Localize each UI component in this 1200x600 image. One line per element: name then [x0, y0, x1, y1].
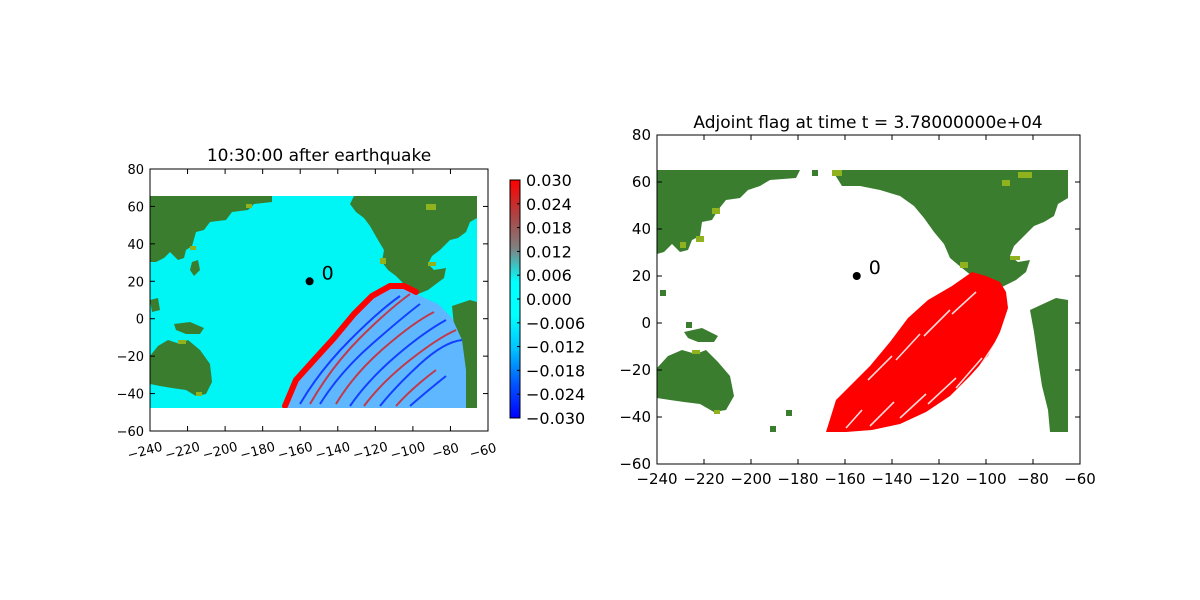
right-y-tick-label: −40	[619, 408, 651, 426]
left-wave-field	[284, 284, 466, 408]
left-y-tick-label: −60	[117, 425, 144, 440]
right-y-tick-label: −60	[619, 455, 651, 473]
right-x-tick-label: −240	[636, 470, 677, 488]
left-shoreline	[178, 204, 436, 396]
right-x-tick-label: −120	[918, 470, 959, 488]
right-y-ticks: 80 60 40 20 0 −20 −40 −60	[619, 126, 1080, 473]
left-no-data-top	[150, 169, 488, 196]
left-y-tick-label: 80	[127, 163, 144, 178]
left-plot-frame	[149, 168, 489, 432]
left-y-tick-label: 40	[127, 238, 144, 253]
right-plot-map	[657, 170, 1068, 432]
left-no-data-bottom	[150, 408, 488, 431]
left-x-tick-label: −240	[126, 440, 164, 464]
right-x-ticks: −240 −220 −200 −180 −160 −140 −120 −100 −80 −60	[636, 135, 1096, 488]
left-marker: 0	[305, 262, 334, 286]
left-land-south-america	[452, 300, 477, 408]
right-x-tick-label: −160	[824, 470, 865, 488]
colorbar-tick-label: 0.000	[526, 290, 572, 309]
colorbar-tick-label: 0.024	[526, 195, 572, 214]
left-land-japan	[190, 260, 200, 276]
right-y-tick-label: −20	[619, 361, 651, 379]
right-land-north-america	[832, 170, 1068, 292]
left-marker-dot	[305, 277, 314, 286]
left-marker-label: 0	[322, 262, 334, 284]
left-x-tick-label: −180	[239, 440, 277, 464]
right-flag-region	[826, 272, 1008, 432]
right-marker: 0	[852, 257, 881, 280]
right-plot-frame	[656, 134, 1081, 465]
right-shoreline	[680, 170, 1032, 414]
left-x-tick-label: −160	[276, 440, 314, 464]
right-x-tick-label: −180	[777, 470, 818, 488]
right-y-tick-label: 20	[632, 267, 651, 285]
colorbar-tick-label: 0.006	[526, 266, 572, 285]
left-wave-texture-red	[309, 293, 457, 407]
right-x-tick-label: −200	[730, 470, 771, 488]
left-land-indonesia	[150, 298, 160, 312]
left-plot-title: 10:30:00 after earthquake	[207, 146, 431, 166]
right-land-new-guinea	[684, 328, 718, 342]
right-x-tick-label: −80	[1017, 470, 1049, 488]
left-x-tick-label: −100	[389, 440, 427, 464]
left-y-tick-label: −20	[117, 350, 144, 365]
colorbar-tick-label: −0.018	[526, 361, 585, 380]
left-wave-texture-blue	[299, 295, 463, 407]
right-y-tick-label: 80	[632, 126, 651, 144]
right-land-south-america	[1030, 298, 1068, 432]
right-x-tick-label: −140	[871, 470, 912, 488]
right-land-australia	[657, 350, 734, 412]
colorbar-tick-label: −0.012	[526, 338, 585, 357]
left-y-tick-label: 20	[127, 275, 144, 290]
left-plot-map	[150, 169, 488, 431]
left-y-tick-label: 0	[136, 313, 144, 328]
colorbar-ticks: 0.030 0.024 0.018 0.012 0.006 0.000 −0.006 −0.0…	[517, 171, 585, 428]
colorbar: 0.030 0.024 0.018 0.012 0.006 0.000 −0.006 −0.0…	[509, 171, 585, 428]
right-x-tick-label: −60	[1064, 470, 1096, 488]
colorbar-tick-label: 0.018	[526, 219, 572, 238]
left-x-tick-label: −220	[163, 440, 201, 464]
colorbar-tick-label: −0.024	[526, 385, 585, 404]
left-land-new-guinea	[174, 322, 204, 334]
left-y-tick-label: −40	[117, 388, 144, 403]
left-y-ticks: 80 60 40 20 0 −20 −40 −60	[117, 163, 488, 440]
left-x-ticks: −240 −220 −200 −180 −160 −140 −120 −100 −80 −60	[126, 169, 498, 463]
right-land-asia	[657, 170, 800, 254]
colorbar-tick-label: −0.030	[526, 409, 585, 428]
right-marker-dot	[852, 272, 861, 280]
colorbar-tick-label: 0.030	[526, 171, 572, 190]
left-plot: 10:30:00 after earthquake	[117, 146, 499, 463]
right-x-tick-label: −220	[683, 470, 724, 488]
right-marker-label: 0	[869, 257, 881, 279]
right-plot-title: Adjoint flag at time t = 3.78000000e+04	[693, 113, 1042, 133]
left-x-tick-label: −60	[468, 441, 498, 463]
left-x-tick-label: −200	[201, 440, 239, 464]
right-y-tick-label: 60	[632, 173, 651, 191]
left-land-north-america	[350, 196, 477, 294]
right-x-tick-label: −100	[965, 470, 1006, 488]
left-land-australia	[150, 340, 212, 396]
left-x-tick-label: −80	[430, 441, 460, 463]
right-y-tick-label: 40	[632, 220, 651, 238]
colorbar-tick-label: −0.006	[526, 314, 585, 333]
left-x-tick-label: −140	[314, 440, 352, 464]
left-wave-front	[282, 283, 419, 409]
left-no-data-right	[477, 169, 488, 431]
left-land-asia	[150, 196, 272, 262]
right-islands	[660, 170, 818, 432]
colorbar-tick-label: 0.012	[526, 242, 572, 261]
left-x-tick-label: −120	[351, 440, 389, 464]
right-y-tick-label: 0	[641, 314, 651, 332]
right-plot: Adjoint flag at time t = 3.78000000e+04	[619, 113, 1095, 488]
right-flag-gaps	[845, 291, 1001, 429]
left-y-tick-label: 60	[127, 200, 144, 215]
